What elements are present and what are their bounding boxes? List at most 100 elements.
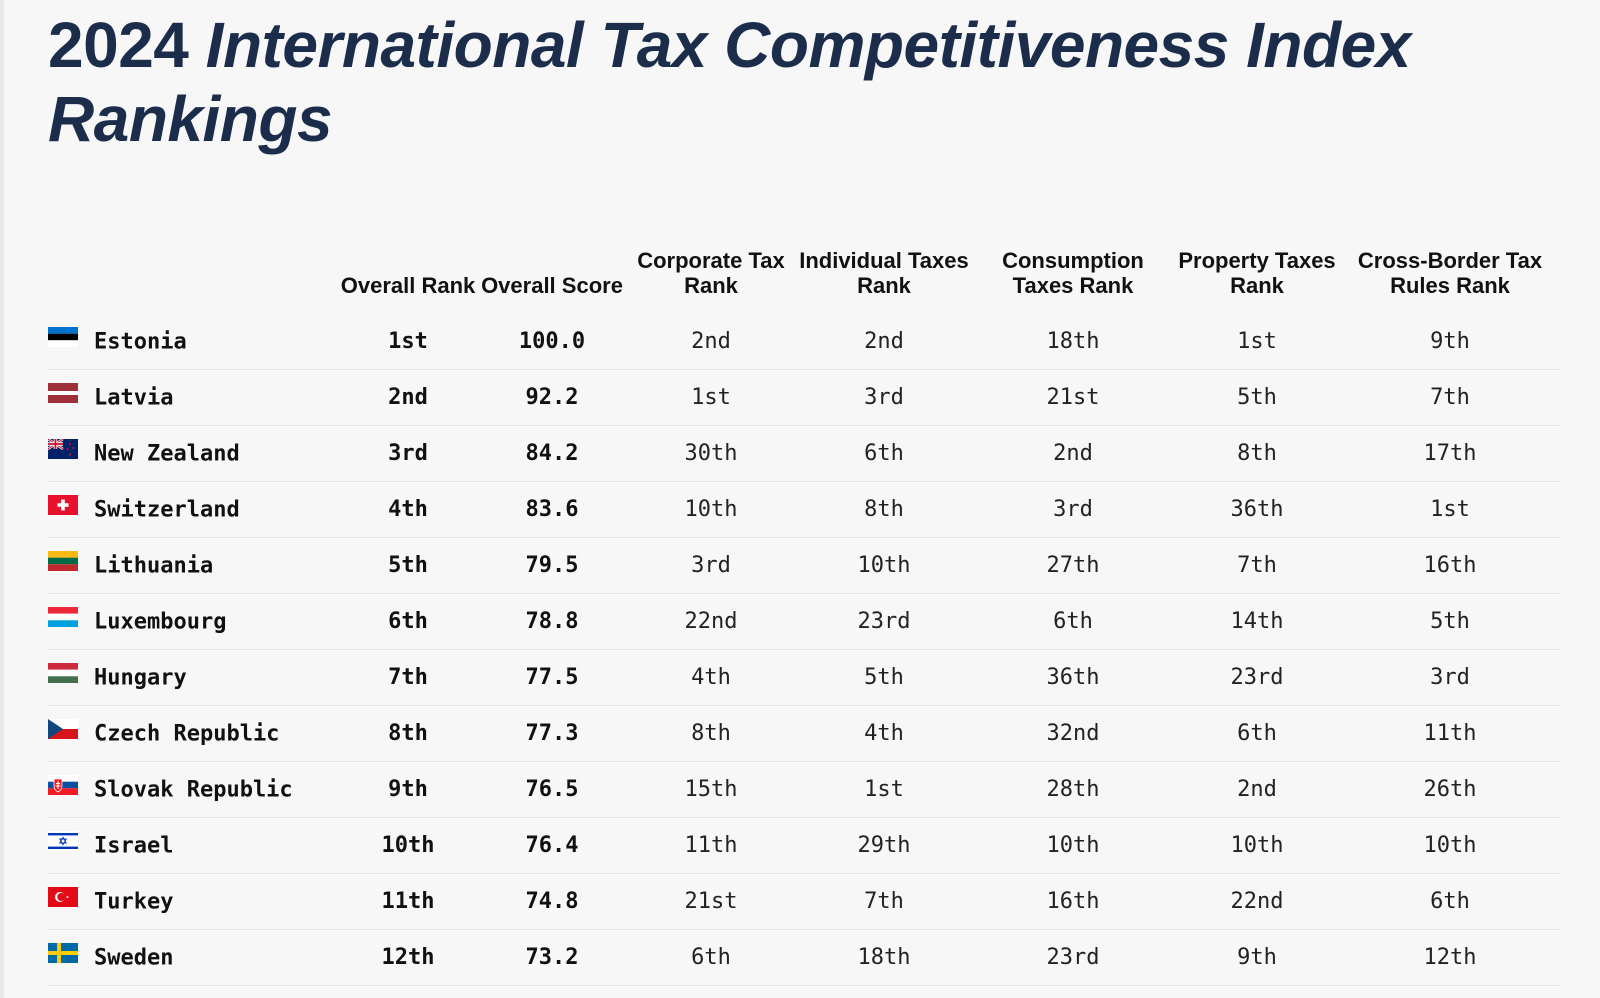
cell-overall-rank: 6th (338, 593, 478, 650)
cell-consumption-taxes-rank: 27th (972, 537, 1174, 594)
cell-corporate-tax-rank: 6th (626, 929, 796, 986)
cell-overall-score: 77.5 (478, 649, 626, 706)
cell-property-taxes-rank: 1st (1174, 314, 1340, 370)
cell-corporate-tax-rank: 2nd (626, 314, 796, 370)
col-header-individual-taxes-rank: Individual Taxes Rank (799, 248, 969, 298)
cell-property-taxes-rank: 9th (1174, 929, 1340, 986)
table-header-row: Overall Rank Overall Score Corporate Tax… (48, 208, 1560, 314)
col-header-country (48, 208, 338, 314)
cell-overall-score: 74.8 (478, 873, 626, 930)
cell-consumption-taxes-rank: 16th (972, 873, 1174, 930)
country-name: Slovak Republic (94, 777, 293, 802)
cell-individual-taxes-rank: 6th (796, 425, 972, 482)
cell-cross-border-rank: 12th (1340, 929, 1560, 986)
col-header-cross-border-rank: Cross-Border Tax Rules Rank (1357, 248, 1543, 298)
cell-property-taxes-rank: 8th (1174, 425, 1340, 482)
cell-cross-border-rank: 1st (1340, 481, 1560, 538)
cell-consumption-taxes-rank: 18th (972, 314, 1174, 370)
country-name: Israel (94, 833, 174, 858)
cell-consumption-taxes-rank: 36th (972, 649, 1174, 706)
cell-consumption-taxes-rank: 6th (972, 593, 1174, 650)
country-name: Latvia (94, 385, 174, 410)
cell-individual-taxes-rank: 4th (796, 705, 972, 762)
page-title: 2024 International Tax Competitiveness I… (48, 8, 1468, 156)
cell-cross-border-rank: 10th (1340, 817, 1560, 874)
cell-overall-score: 83.6 (478, 481, 626, 538)
country-cell: Luxembourg (48, 593, 338, 650)
country-name: Luxembourg (94, 609, 227, 634)
cell-overall-rank: 11th (338, 873, 478, 930)
cell-property-taxes-rank: 7th (1174, 537, 1340, 594)
cell-overall-rank: 5th (338, 537, 478, 594)
israel-flag-icon (48, 830, 78, 857)
country-cell: Hungary (48, 649, 338, 706)
latvia-flag-icon (48, 382, 78, 409)
table-row: Switzerland 4th 83.6 10th 8th 3rd 36th 1st (48, 481, 1560, 538)
table-row: Czech Republic 8th 77.3 8th 4th 32nd 6th 11th (48, 705, 1560, 762)
cell-overall-score: 84.2 (478, 425, 626, 482)
sweden-flag-icon (48, 942, 78, 969)
cell-property-taxes-rank: 6th (1174, 705, 1340, 762)
hungary-flag-icon (48, 662, 78, 689)
cell-property-taxes-rank: 14th (1174, 593, 1340, 650)
cell-overall-score: 79.5 (478, 537, 626, 594)
cell-consumption-taxes-rank: 32nd (972, 705, 1174, 762)
cell-cross-border-rank: 11th (1340, 705, 1560, 762)
country-cell: Turkey (48, 873, 338, 930)
cell-corporate-tax-rank: 4th (626, 649, 796, 706)
slovak-republic-flag-icon (48, 774, 78, 801)
cell-consumption-taxes-rank: 3rd (972, 481, 1174, 538)
cell-consumption-taxes-rank: 23rd (972, 929, 1174, 986)
cell-cross-border-rank: 7th (1340, 369, 1560, 426)
new-zealand-flag-icon (47, 437, 78, 465)
cell-corporate-tax-rank: 21st (626, 873, 796, 930)
table-row: Latvia 2nd 92.2 1st 3rd 21st 5th 7th (48, 369, 1560, 426)
country-name: New Zealand (94, 441, 240, 466)
cell-property-taxes-rank: 36th (1174, 481, 1340, 538)
cell-cross-border-rank: 17th (1340, 425, 1560, 482)
cell-overall-score: 100.0 (478, 314, 626, 370)
country-cell: Czech Republic (48, 705, 338, 762)
cell-overall-rank: 2nd (338, 369, 478, 426)
title-text: International Tax Competitiveness Index … (48, 9, 1411, 155)
cell-overall-score: 73.2 (478, 929, 626, 986)
country-name: Turkey (94, 889, 174, 914)
cell-overall-rank: 12th (338, 929, 478, 986)
cell-individual-taxes-rank: 5th (796, 649, 972, 706)
cell-corporate-tax-rank: 10th (626, 481, 796, 538)
cell-cross-border-rank: 3rd (1340, 649, 1560, 706)
cell-overall-rank: 7th (338, 649, 478, 706)
country-name: Czech Republic (94, 721, 280, 746)
table-row: Luxembourg 6th 78.8 22nd 23rd 6th 14th 5th (48, 593, 1560, 650)
cell-corporate-tax-rank: 11th (626, 817, 796, 874)
cell-individual-taxes-rank: 18th (796, 929, 972, 986)
country-cell: Switzerland (48, 481, 338, 538)
table-row: Lithuania 5th 79.5 3rd 10th 27th 7th 16th (48, 537, 1560, 594)
cell-corporate-tax-rank: 15th (626, 761, 796, 818)
cell-individual-taxes-rank: 2nd (796, 314, 972, 370)
table-body: Estonia 1st 100.0 2nd 2nd 18th 1st 9th Latvia 2nd… (47, 314, 1560, 986)
country-name: Sweden (94, 945, 174, 970)
cell-overall-score: 76.5 (478, 761, 626, 818)
cell-individual-taxes-rank: 23rd (796, 593, 972, 650)
country-cell: Sweden (48, 929, 338, 986)
table-row: Slovak Republic 9th 76.5 15th 1st 28th 2nd 26th (48, 761, 1560, 818)
cell-property-taxes-rank: 2nd (1174, 761, 1340, 818)
cell-individual-taxes-rank: 10th (796, 537, 972, 594)
col-header-overall-rank: Overall Rank (340, 273, 476, 298)
col-header-overall-score: Overall Score (481, 273, 623, 298)
country-cell: New Zealand (47, 425, 338, 482)
cell-overall-rank: 1st (338, 314, 478, 370)
cell-individual-taxes-rank: 7th (796, 873, 972, 930)
title-year: 2024 (48, 9, 189, 81)
country-cell: Slovak Republic (48, 761, 338, 818)
country-name: Switzerland (94, 497, 240, 522)
table-row: New Zealand 3rd 84.2 30th 6th 2nd 8th 17th (47, 425, 1560, 482)
cell-property-taxes-rank: 23rd (1174, 649, 1340, 706)
estonia-flag-icon (48, 326, 78, 353)
cell-individual-taxes-rank: 29th (796, 817, 972, 874)
cell-overall-score: 76.4 (478, 817, 626, 874)
cell-overall-score: 78.8 (478, 593, 626, 650)
cell-property-taxes-rank: 22nd (1174, 873, 1340, 930)
cell-cross-border-rank: 6th (1340, 873, 1560, 930)
